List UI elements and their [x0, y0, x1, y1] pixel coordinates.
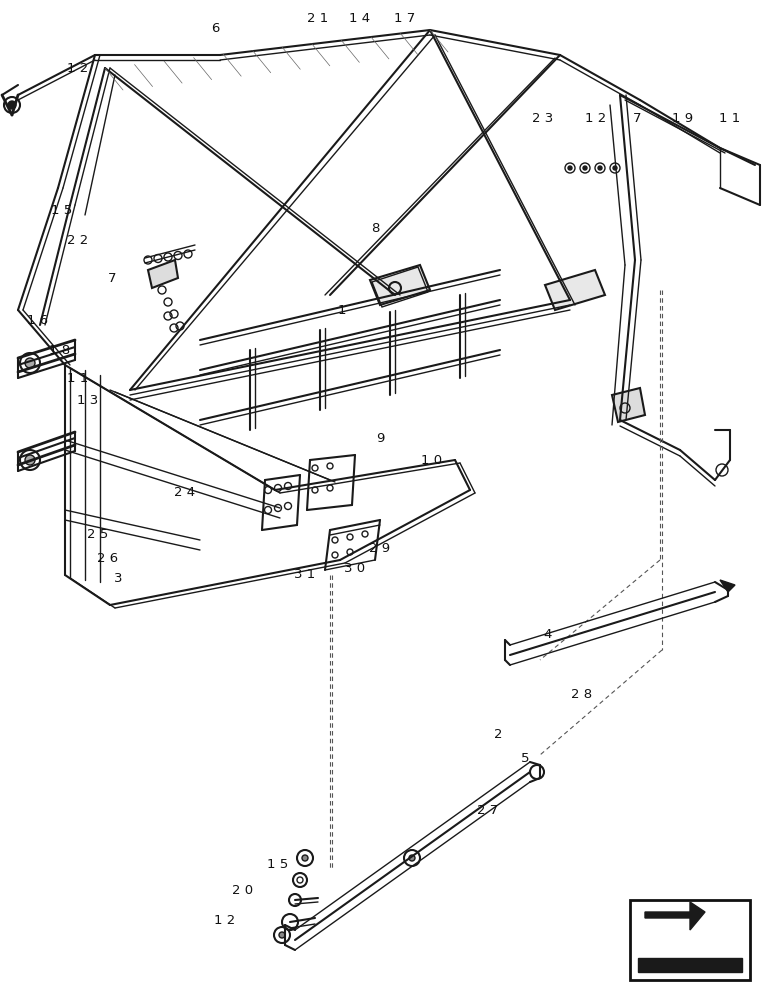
Text: 2 1: 2 1	[307, 11, 328, 24]
Text: 5: 5	[521, 752, 529, 764]
Text: 1 5: 1 5	[268, 858, 289, 871]
Text: 2 0: 2 0	[233, 884, 254, 896]
Circle shape	[409, 855, 415, 861]
Polygon shape	[370, 265, 430, 305]
Text: 1 8: 1 8	[50, 344, 71, 357]
Text: 2 2: 2 2	[68, 233, 88, 246]
Text: 8: 8	[371, 222, 379, 234]
Text: 2 6: 2 6	[98, 552, 119, 564]
Circle shape	[25, 358, 35, 368]
Text: 7: 7	[632, 111, 641, 124]
Text: 1 1: 1 1	[719, 111, 740, 124]
Text: 4: 4	[544, 629, 553, 642]
Polygon shape	[148, 260, 178, 288]
Text: 7: 7	[108, 271, 116, 284]
Circle shape	[613, 166, 617, 170]
Circle shape	[4, 97, 20, 113]
Text: 6: 6	[211, 21, 219, 34]
Text: 1 5: 1 5	[51, 204, 73, 217]
Polygon shape	[720, 580, 735, 592]
Circle shape	[583, 166, 587, 170]
Circle shape	[568, 166, 572, 170]
Circle shape	[302, 855, 308, 861]
Text: 1 2: 1 2	[585, 111, 607, 124]
Text: 3: 3	[114, 572, 123, 584]
Polygon shape	[545, 270, 605, 310]
Text: 1 3: 1 3	[78, 393, 99, 406]
Polygon shape	[645, 902, 705, 930]
Text: 2 7: 2 7	[477, 804, 499, 816]
Text: 9: 9	[376, 432, 384, 444]
Text: 1 9: 1 9	[673, 111, 694, 124]
Polygon shape	[638, 958, 742, 972]
Polygon shape	[612, 388, 645, 422]
Text: 2 5: 2 5	[88, 528, 109, 542]
Circle shape	[598, 166, 602, 170]
Text: 1 0: 1 0	[421, 454, 442, 466]
Text: 2 4: 2 4	[175, 486, 196, 498]
Text: 2 3: 2 3	[532, 111, 553, 124]
Text: 2 9: 2 9	[369, 542, 390, 554]
Text: 2: 2	[494, 728, 502, 742]
Text: 1: 1	[338, 304, 346, 316]
Circle shape	[279, 932, 285, 938]
Text: 1 7: 1 7	[394, 11, 416, 24]
Text: 1 2: 1 2	[214, 914, 236, 926]
Text: 1 6: 1 6	[27, 314, 49, 326]
Text: 1 1: 1 1	[68, 371, 88, 384]
Circle shape	[8, 101, 16, 109]
Text: 2 8: 2 8	[571, 688, 593, 702]
Text: 1 2: 1 2	[68, 62, 88, 75]
Text: 3 0: 3 0	[345, 562, 365, 574]
Circle shape	[25, 455, 35, 465]
Bar	[630, 900, 750, 980]
Text: 1 4: 1 4	[349, 11, 371, 24]
Text: 3 1: 3 1	[294, 568, 316, 582]
